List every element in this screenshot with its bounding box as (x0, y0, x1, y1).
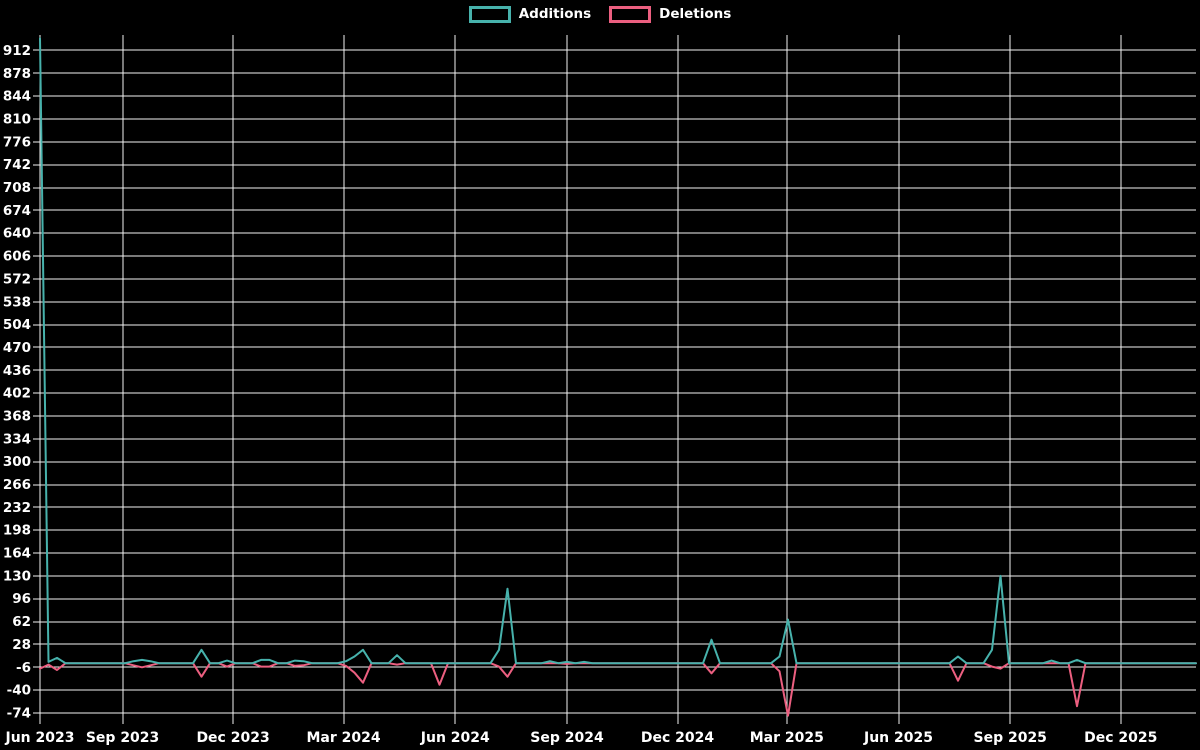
y-tick-label: 504 (3, 317, 31, 333)
x-tick-label: Dec 2023 (196, 730, 269, 746)
y-tick-label: 878 (3, 66, 31, 82)
y-tick-label: 810 (3, 111, 31, 127)
y-tick-label: 606 (3, 249, 31, 265)
x-gridlines (39, 35, 1122, 724)
y-tick-label: 640 (3, 226, 31, 242)
y-tick-label: 266 (3, 477, 31, 493)
y-tick-label: 334 (3, 431, 31, 447)
y-tick-label: -40 (7, 683, 31, 699)
y-tick-label: 470 (3, 340, 31, 356)
y-tick-label: 708 (3, 180, 31, 196)
legend-label-deletions: Deletions (659, 5, 732, 22)
y-tick-label: 62 (12, 614, 31, 630)
y-tick-label: 776 (3, 134, 31, 150)
deletions-line (39, 662, 1197, 717)
y-tick-label: 742 (3, 157, 31, 173)
legend-item-deletions[interactable]: Deletions (609, 6, 731, 23)
additions-line (39, 37, 1197, 665)
y-tick-label: -6 (16, 660, 31, 676)
deletions-swatch-icon (609, 6, 652, 23)
x-tick-label: Jun 2025 (863, 730, 933, 746)
y-tick-label: 130 (3, 568, 31, 584)
y-tick-label: 28 (12, 637, 31, 653)
y-tick-label: 96 (12, 591, 31, 607)
y-tick-label: 300 (3, 454, 31, 470)
x-tick-label: Mar 2024 (307, 730, 381, 746)
y-tick-label: 912 (3, 43, 31, 59)
y-gridlines (33, 49, 1196, 714)
y-tick-label: 368 (3, 408, 31, 424)
legend-item-additions[interactable]: Additions (468, 5, 592, 23)
y-tick-label: 436 (3, 363, 31, 379)
additions-swatch-icon (468, 6, 511, 23)
y-tick-label: 232 (3, 500, 31, 516)
y-tick-label: 198 (3, 523, 31, 539)
x-tick-label: Jun 2023 (5, 730, 75, 746)
y-tick-label: 674 (3, 203, 31, 219)
y-tick-label: 572 (3, 271, 31, 287)
y-tick-label: 844 (3, 89, 31, 105)
x-tick-label: Sep 2023 (86, 730, 159, 746)
y-axis-labels: 912 878 844 810 776 742 708 674 640 606 572 538 504 4… (3, 43, 31, 722)
x-tick-label: Jun 2024 (420, 730, 490, 746)
x-axis-labels: Jun 2023 Sep 2023 Dec 2023 Mar 2024 Jun 2024… (5, 730, 1158, 746)
x-tick-label: Dec 2025 (1084, 730, 1157, 746)
y-tick-label: -74 (7, 705, 31, 721)
x-tick-label: Sep 2024 (530, 730, 604, 746)
chart-legend: Additions Deletions (0, 6, 1200, 23)
y-tick-label: 538 (3, 294, 31, 310)
x-tick-label: Dec 2024 (641, 730, 715, 746)
x-tick-label: Mar 2025 (750, 730, 824, 746)
x-tick-label: Sep 2025 (973, 730, 1046, 746)
y-tick-label: 164 (3, 546, 31, 562)
legend-label-additions: Additions (518, 5, 592, 22)
y-tick-label: 402 (3, 386, 31, 402)
